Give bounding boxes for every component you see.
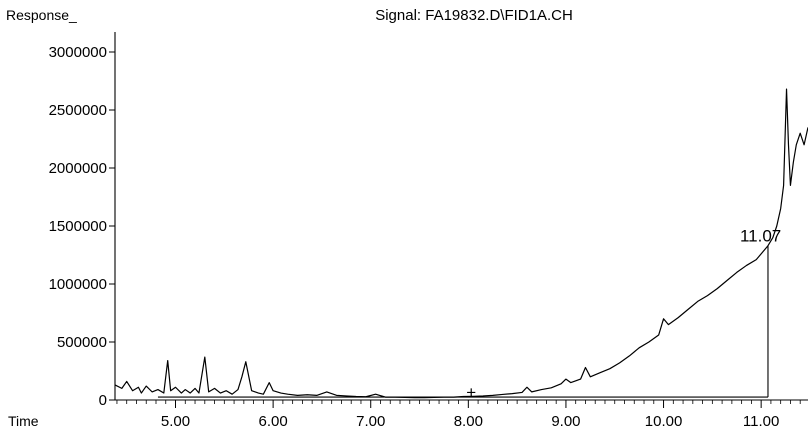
y-tick-label: 500000: [57, 334, 107, 351]
x-axis-label: Time: [8, 413, 39, 429]
plus-annotation: +: [466, 383, 476, 402]
y-tick-label: 1000000: [49, 276, 107, 293]
x-tick-label: 8.00: [454, 413, 483, 430]
y-axis-label: Response_: [6, 7, 77, 23]
chart-title: Signal: FA19832.D\FID1A.CH: [375, 7, 573, 24]
x-tick-label: 7.00: [356, 413, 385, 430]
retention-time-annotation: 11.07: [740, 227, 781, 246]
x-tick-label: 10.00: [645, 413, 683, 430]
x-tick-label: 5.00: [161, 413, 190, 430]
x-tick-label: 6.00: [259, 413, 288, 430]
x-tick-label: 9.00: [551, 413, 580, 430]
signal-trace: [114, 88, 808, 399]
x-tick-label: 11.00: [743, 413, 779, 430]
y-tick-label: 2500000: [49, 102, 107, 119]
y-tick-label: 2000000: [49, 160, 107, 177]
y-tick-label: 3000000: [49, 44, 107, 61]
y-tick-label: 0: [99, 392, 107, 409]
y-tick-label: 1500000: [49, 218, 107, 235]
